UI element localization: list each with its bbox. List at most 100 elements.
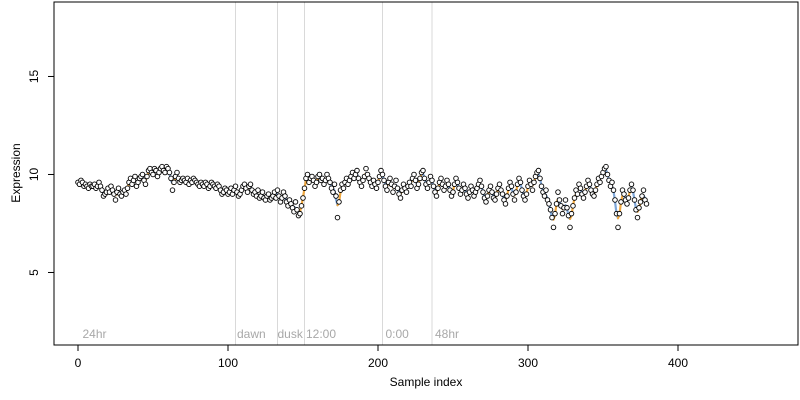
data-point [255, 187, 261, 193]
data-point [408, 183, 414, 189]
data-point [531, 179, 537, 186]
data-point [547, 207, 554, 213]
data-point [168, 175, 174, 182]
data-point [297, 210, 303, 217]
data-point [292, 199, 299, 205]
y-tick-label: 15 [27, 69, 41, 83]
data-point [340, 185, 347, 191]
data-point [247, 181, 254, 188]
data-point [298, 203, 305, 209]
data-point [640, 187, 647, 193]
data-point [420, 167, 426, 174]
data-point [478, 183, 485, 189]
data-point [411, 171, 417, 178]
data-point [574, 191, 581, 197]
data-point [636, 205, 642, 211]
data-point [603, 163, 609, 170]
x-tick-label: 300 [518, 356, 538, 370]
phase-label: 12:00 [306, 327, 336, 341]
phase-labels: 24hr dawn dusk 12:00 0:00 48hr [83, 327, 460, 341]
data-point [462, 185, 468, 191]
data-point [502, 201, 509, 207]
data-point [535, 167, 542, 174]
data-point [523, 191, 530, 197]
data-point [174, 169, 180, 176]
data-point [330, 189, 336, 195]
data-point [300, 195, 306, 201]
data-points [75, 163, 650, 231]
phase-label: 48hr [435, 327, 459, 341]
data-point [430, 183, 437, 189]
data-point [621, 191, 627, 197]
data-point [123, 191, 129, 197]
data-point [316, 171, 323, 178]
data-point [424, 185, 431, 191]
x-tick-label: 400 [668, 356, 688, 370]
data-point [333, 193, 339, 199]
data-point [259, 189, 266, 195]
data-point [567, 224, 573, 231]
data-point [624, 201, 630, 207]
x-axis-title: Sample index [390, 375, 463, 389]
data-point [331, 181, 338, 188]
data-point [604, 171, 611, 178]
data-point [150, 171, 156, 178]
data-point [511, 197, 518, 203]
data-point [415, 181, 422, 188]
data-point [615, 224, 621, 231]
data-point [496, 181, 503, 188]
x-axis: 0 100 200 300 400 [75, 344, 688, 370]
data-point [630, 187, 636, 193]
data-point [618, 199, 624, 205]
data-point [634, 214, 641, 221]
data-point [489, 189, 495, 195]
data-point [484, 193, 491, 199]
data-point [403, 189, 410, 195]
data-point [555, 189, 561, 195]
data-point [232, 183, 239, 189]
data-point [628, 181, 635, 188]
data-point [553, 201, 560, 207]
data-point [483, 199, 489, 205]
data-point [379, 171, 386, 178]
phase-label: 24hr [83, 327, 107, 341]
data-point [142, 181, 149, 188]
data-point [301, 185, 308, 191]
data-point [543, 187, 549, 193]
data-point [586, 181, 593, 188]
y-axis-title: Expression [9, 143, 23, 202]
phase-label: 0:00 [386, 327, 410, 341]
data-point [592, 187, 599, 193]
data-point [394, 185, 401, 191]
data-point [384, 187, 390, 193]
data-point [327, 179, 333, 186]
data-point [492, 197, 498, 203]
data-point [166, 169, 173, 176]
phase-label: dusk [278, 327, 304, 341]
x-tick-label: 200 [368, 356, 388, 370]
data-point [522, 197, 528, 203]
data-point [504, 193, 510, 199]
data-point [609, 179, 615, 186]
data-point [546, 201, 552, 207]
data-point [637, 199, 644, 205]
x-tick-label: 0 [75, 356, 82, 370]
data-point [610, 187, 617, 193]
data-point [334, 214, 341, 221]
data-point [538, 183, 545, 189]
data-point [417, 175, 423, 182]
data-point [124, 185, 131, 191]
data-point [612, 197, 618, 203]
data-point [570, 203, 576, 209]
data-point [171, 179, 177, 186]
data-point [393, 177, 399, 184]
data-point [363, 165, 369, 172]
data-point [282, 193, 288, 199]
data-point [577, 185, 584, 191]
data-point [639, 193, 645, 199]
data-point [429, 177, 435, 184]
data-point [580, 195, 587, 201]
data-point [433, 193, 440, 199]
data-point [375, 179, 381, 186]
data-point [519, 187, 525, 193]
